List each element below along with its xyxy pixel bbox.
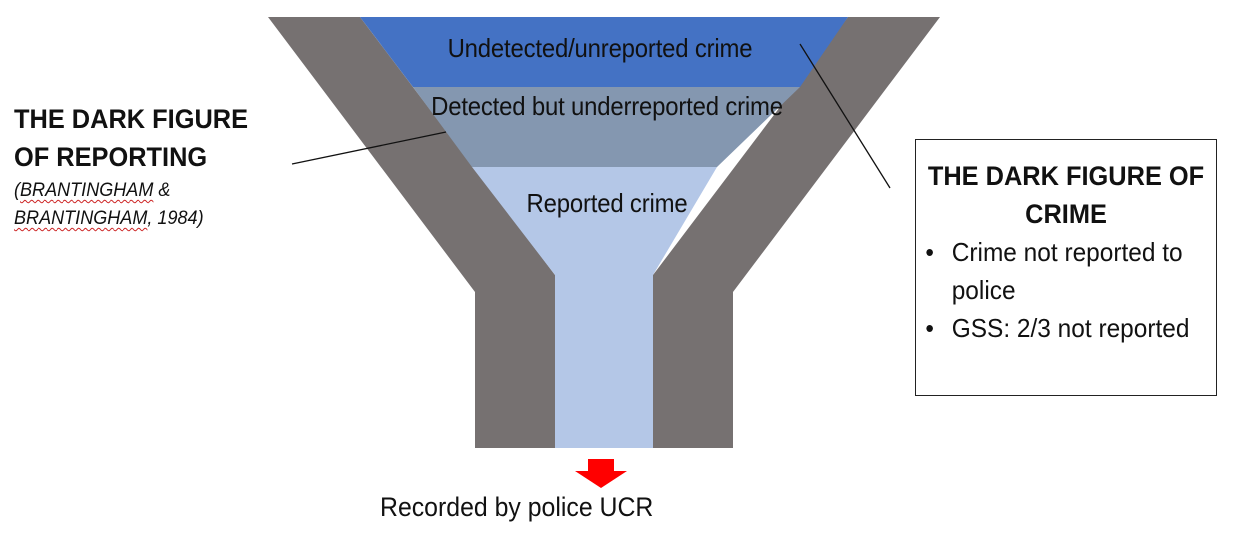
bullet-icon: • xyxy=(925,237,934,267)
citation-amp: & xyxy=(153,180,171,201)
citation-author-2: BRANTINGHAM xyxy=(14,208,148,229)
down-arrow-icon xyxy=(575,459,627,488)
layer-label-detected: Detected but underreported crime xyxy=(431,91,783,121)
layer-label-undetected: Undetected/unreported crime xyxy=(447,33,753,63)
layer-label-reported: Reported crime xyxy=(526,188,688,218)
list-item: • Crime not reported to police xyxy=(916,233,1198,309)
output-label: Recorded by police UCR xyxy=(380,492,654,522)
funnel-left-wall xyxy=(268,17,555,448)
dark-figure-crime-title: THE DARK FIGURE OF CRIME xyxy=(927,161,1205,229)
dark-figure-crime-list: • Crime not reported to police • GSS: 2/… xyxy=(916,233,1216,347)
layer-undetected-crime xyxy=(360,17,848,87)
citation-open: ( xyxy=(14,180,21,201)
citation-year: , 1984) xyxy=(147,208,204,229)
dark-figure-crime-box: THE DARK FIGURE OF CRIME • Crime not rep… xyxy=(915,139,1217,396)
dark-figure-reporting-title: THE DARK FIGURE OF REPORTING xyxy=(14,104,249,172)
citation-author-1: BRANTINGHAM xyxy=(20,180,154,201)
layer-detected-underreported-crime xyxy=(413,87,800,167)
bullet-icon: • xyxy=(925,313,934,343)
list-item: • GSS: 2/3 not reported xyxy=(916,309,1198,347)
dark-figure-reporting-citation: (BRANTINGHAM & BRANTINGHAM, 1984) xyxy=(14,177,261,233)
list-item-text: GSS: 2/3 not reported xyxy=(951,313,1190,343)
connector-crime xyxy=(799,43,891,189)
funnel-right-wall xyxy=(653,17,940,448)
layer-reported-crime xyxy=(472,167,717,448)
list-item-text: Crime not reported to police xyxy=(951,237,1183,305)
connector-reporting xyxy=(291,131,447,165)
